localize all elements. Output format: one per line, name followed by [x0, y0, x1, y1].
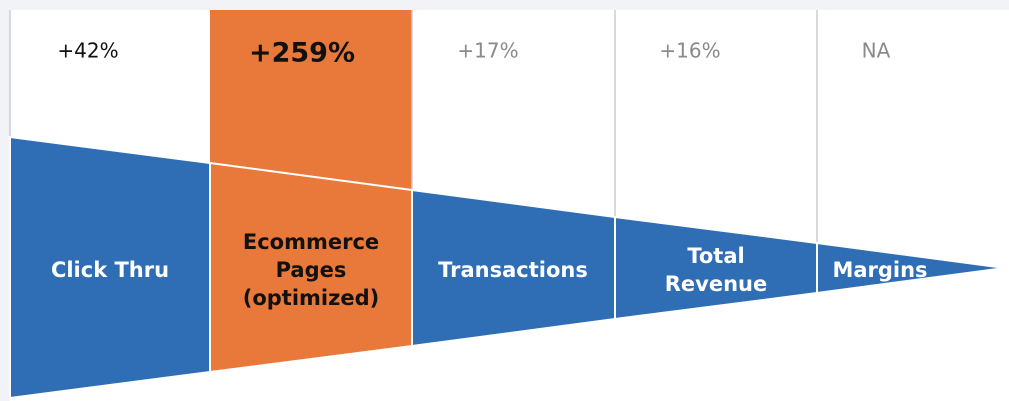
stage-label: Click Thru [51, 258, 169, 282]
stage-label: Total [687, 244, 744, 268]
funnel-segment [816, 241, 1006, 295]
change-label: +259% [249, 38, 355, 69]
stage-label: Revenue [665, 272, 768, 296]
left-strip [0, 0, 10, 401]
stage-label: Margins [832, 258, 927, 282]
change-label: +17% [457, 39, 518, 63]
stage-label: Pages [276, 258, 347, 282]
top-strip [0, 0, 1009, 10]
highlight-column [210, 10, 412, 190]
stage-label: Transactions [438, 258, 588, 282]
change-label: +16% [659, 39, 720, 63]
funnel-segment [614, 215, 818, 321]
change-label: +42% [57, 39, 118, 63]
stage-label: (optimized) [243, 286, 379, 310]
change-label: NA [862, 39, 891, 63]
stage-label: Ecommerce [243, 230, 379, 254]
